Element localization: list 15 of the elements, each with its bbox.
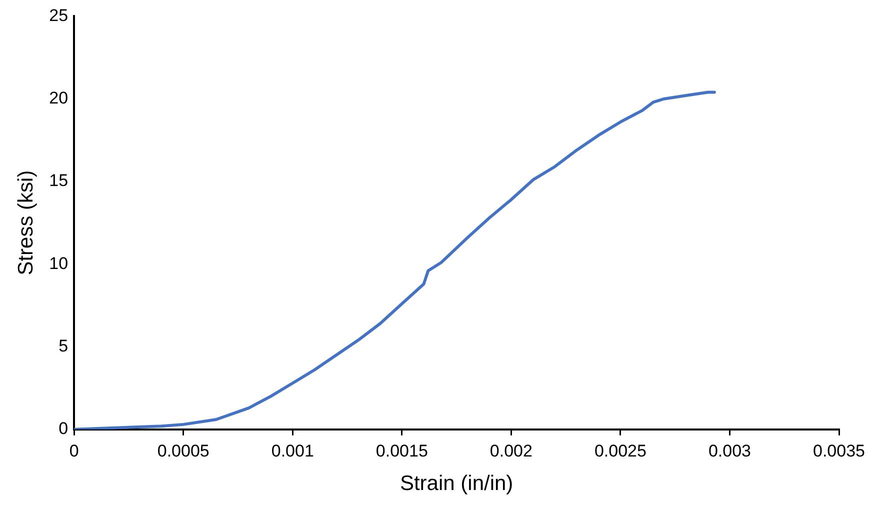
x-tick-label: 0.0035: [813, 441, 865, 460]
x-tick-label: 0.0005: [157, 441, 210, 460]
x-tick-label: 0.002: [490, 441, 532, 460]
x-tick-label: 0.0025: [594, 441, 646, 460]
y-tick-label: 10: [49, 254, 68, 273]
x-tick-label: 0.003: [708, 441, 752, 460]
x-tick-label: 0.001: [271, 441, 314, 460]
y-tick-label: 15: [49, 171, 68, 190]
y-tick-label: 5: [58, 336, 68, 356]
x-tick-label: 0.0015: [376, 441, 428, 460]
y-axis-title: Stress (ksi): [14, 170, 38, 276]
x-axis-title: Strain (in/in): [400, 472, 514, 496]
y-tick-label: 25: [49, 6, 68, 25]
y-tick-label: 20: [49, 88, 68, 108]
y-tick-label: 0: [58, 419, 68, 438]
